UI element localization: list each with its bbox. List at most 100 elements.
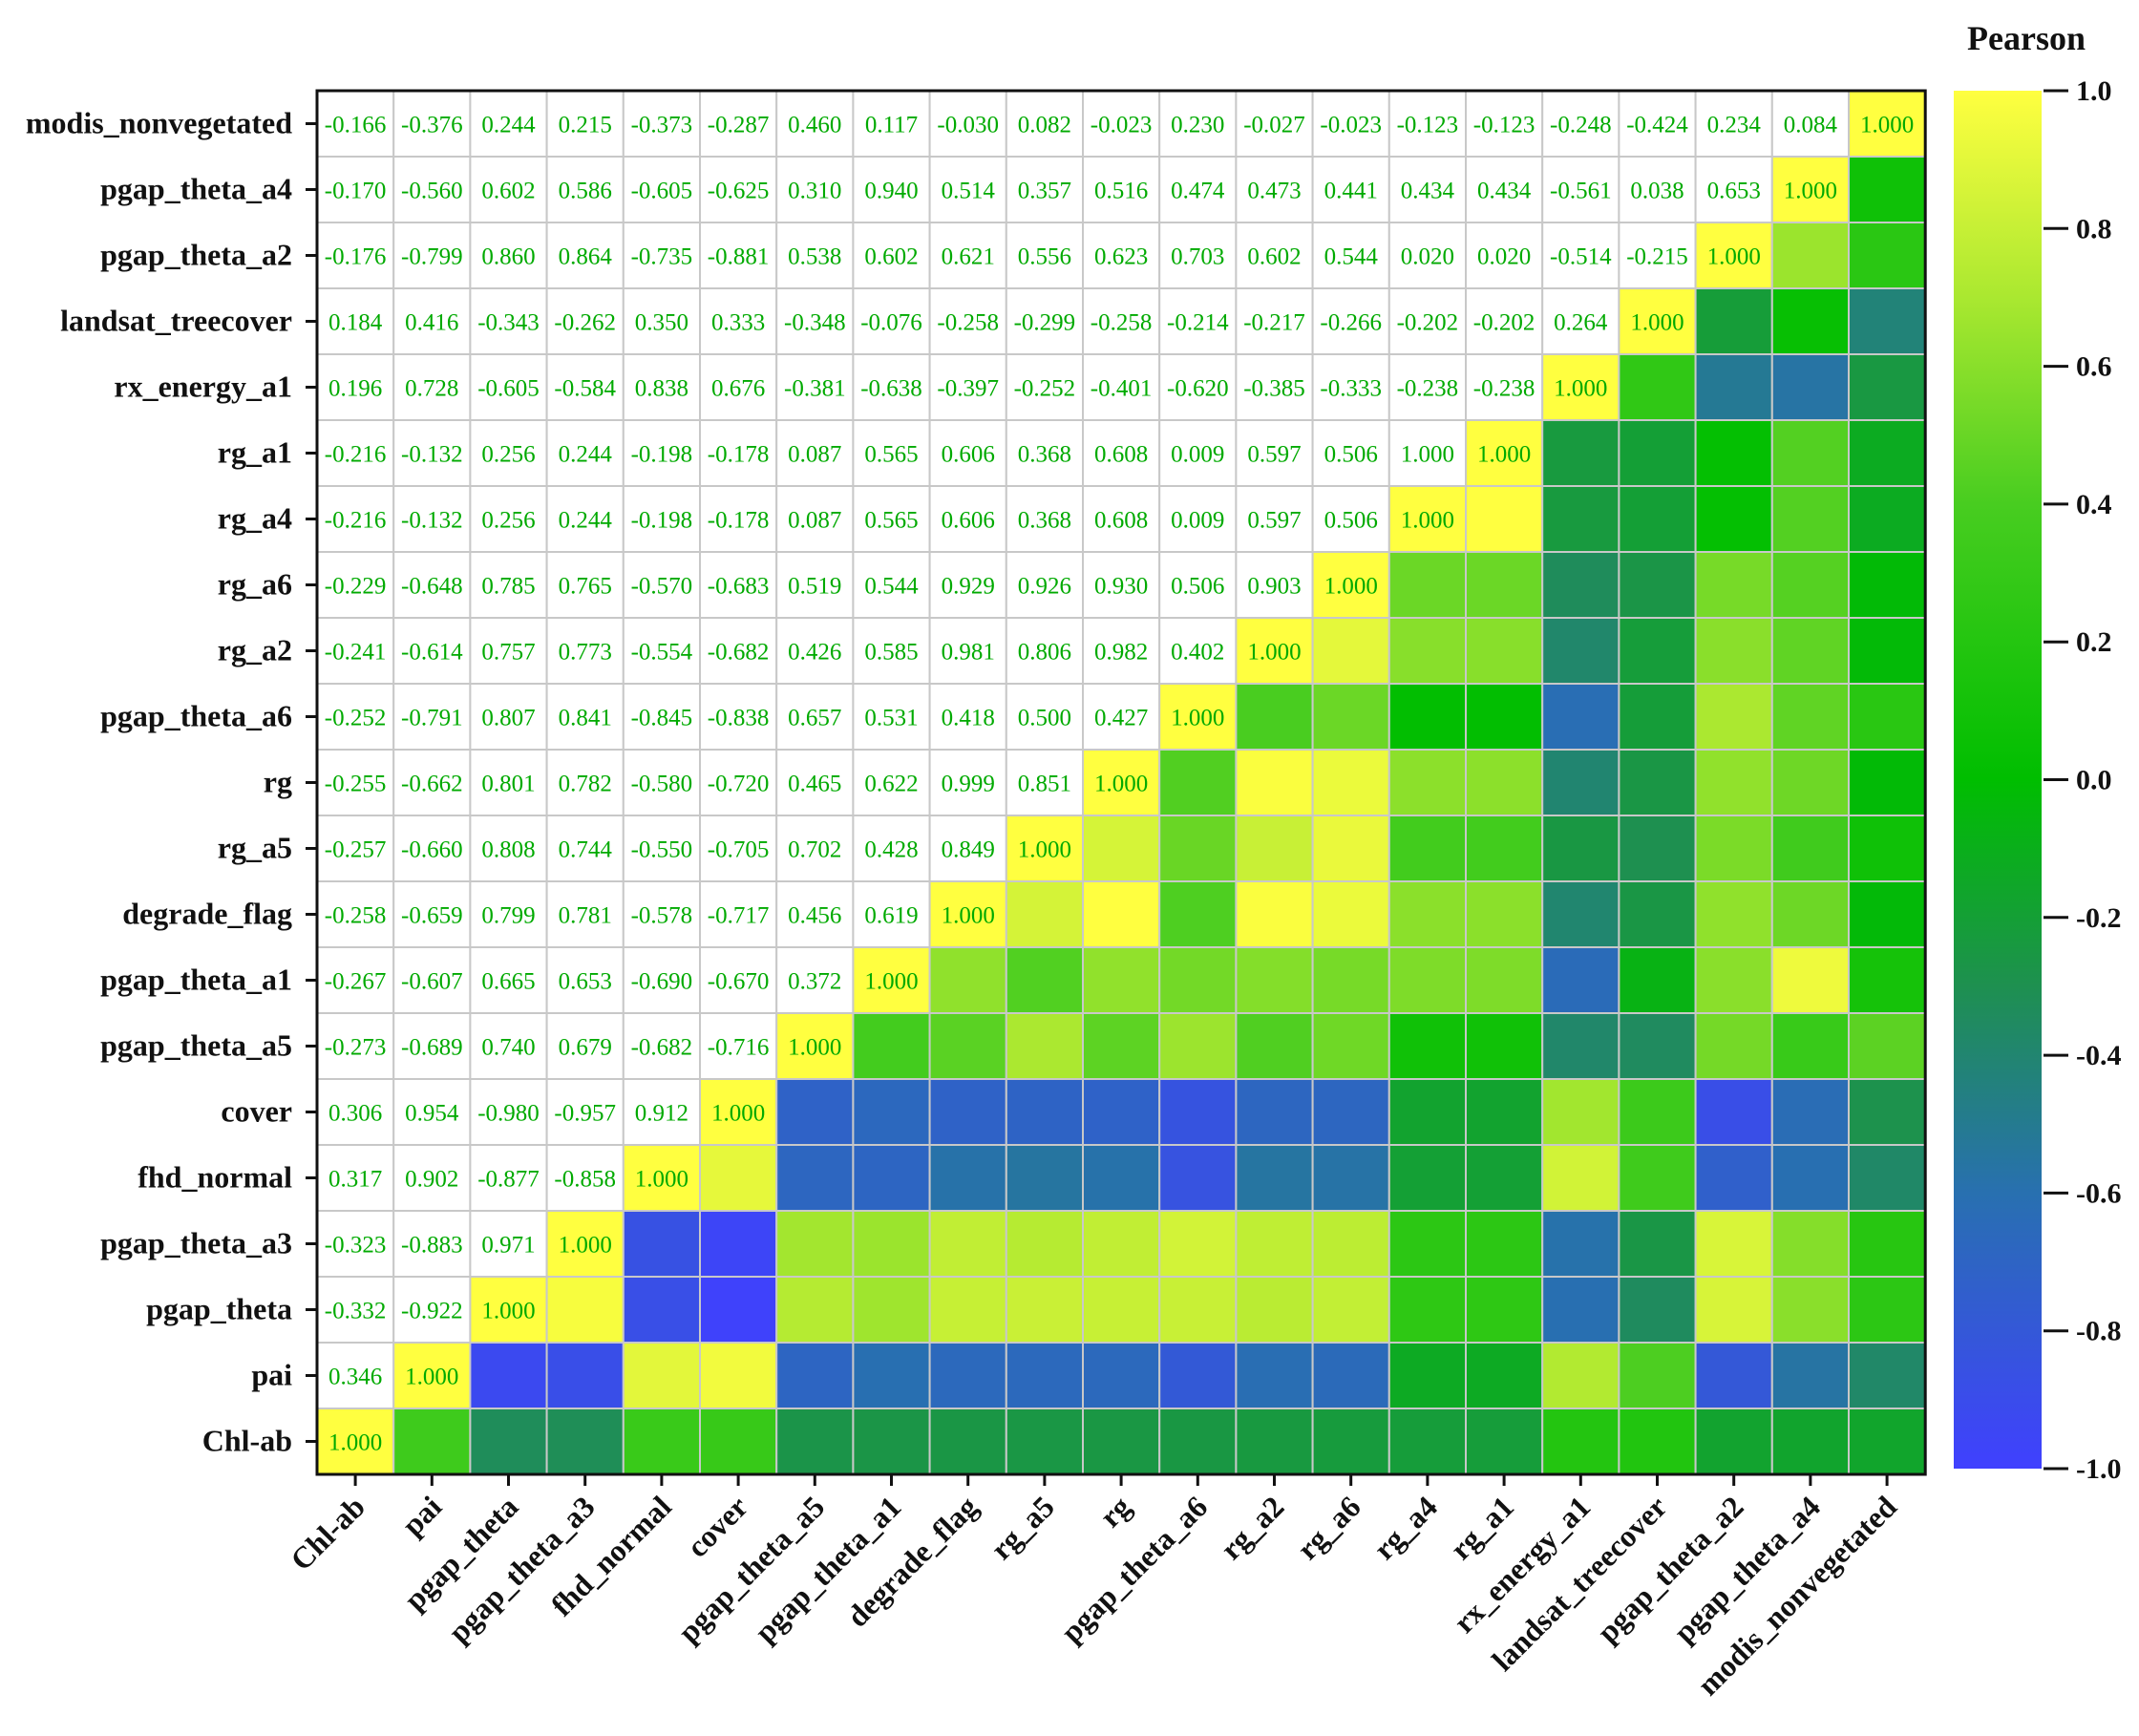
value-pgap-theta-a5-pgap-theta-a3: 0.679	[559, 1035, 612, 1061]
cell-rg-rg	[1082, 749, 1161, 816]
cell-modis-nonvegetated-pgap-theta-a5	[775, 90, 855, 158]
cell-pgap-theta-a5-modis-nonvegetated	[1848, 1012, 1927, 1080]
cell-rx-energy-a1-pgap-theta-a5	[775, 353, 855, 421]
value-degrade-flag-pgap-theta-a5: 0.456	[788, 903, 841, 929]
value-rg-a5-rg-a5: 1.000	[1018, 837, 1071, 863]
y-label-rg-a5: rg_a5	[218, 831, 292, 865]
value-pgap-theta-a2-degrade-flag: 0.621	[942, 244, 995, 270]
cell-rg-a6-cover	[699, 551, 778, 619]
cell-pgap-theta-a2-pgap-theta-a4	[1770, 222, 1851, 289]
cell-rg-a6-rg-a1	[1465, 551, 1544, 619]
cell-pgap-theta-a5-pgap-theta-a4	[1770, 1012, 1851, 1080]
value-rg-a2-chl-ab: -0.241	[325, 640, 387, 666]
value-modis-nonvegetated-landsat-treecover: -0.424	[1626, 113, 1688, 138]
cell-rx-energy-a1-pgap-theta-a6	[1158, 353, 1238, 421]
cell-rg-a4-pgap-theta	[469, 485, 548, 553]
cell-pgap-theta-a3-pgap-theta-a3	[545, 1210, 625, 1278]
cell-rg-a5-landsat-treecover	[1618, 815, 1697, 882]
y-label-modis-nonvegetated: modis_nonvegetated	[26, 106, 292, 140]
value-landsat-treecover-rx-energy-a1: 0.264	[1554, 310, 1608, 336]
value-rg-a1-pgap-theta: 0.256	[481, 442, 535, 468]
cell-pgap-theta-a2-cover	[699, 222, 778, 289]
cell-rg-a2-cover	[699, 617, 778, 685]
value-modis-nonvegetated-pgap-theta-a5: 0.460	[788, 113, 841, 138]
cell-landsat-treecover-pgap-theta-a4	[1770, 287, 1851, 355]
value-pgap-theta-a1-fhd-normal: -0.690	[631, 969, 693, 995]
value-rg-a2-degrade-flag: 0.981	[942, 640, 995, 666]
cell-rg-rg-a2	[1235, 749, 1314, 816]
value-modis-nonvegetated-rg-a6: -0.023	[1320, 113, 1382, 138]
value-pgap-theta-a4-degrade-flag: 0.514	[942, 179, 996, 204]
cell-rg-a5-pgap-theta-a4	[1770, 815, 1851, 882]
value-pgap-theta-a6-pgap-theta-a5: 0.657	[788, 706, 841, 731]
x-label-rg-a2: rg_a2	[1214, 1489, 1291, 1566]
value-pgap-theta-a1-chl-ab: -0.267	[325, 969, 387, 995]
cell-rg-a2-pgap-theta-a1	[852, 617, 931, 685]
cell-rg-a4-pai	[392, 485, 472, 553]
value-pgap-theta-pai: -0.922	[401, 1299, 463, 1324]
cell-degrade-flag-rg-a6	[1311, 880, 1390, 948]
cell-pgap-theta-a5-rg-a1	[1465, 1012, 1544, 1080]
cell-cover-rg-a2	[1235, 1078, 1314, 1146]
cell-rg-a6-rx-energy-a1	[1541, 551, 1620, 619]
cell-cover-pgap-theta-a1	[852, 1078, 931, 1146]
cell-pgap-theta-a4-rg-a5	[1005, 156, 1085, 223]
cell-pgap-theta-a1-rg-a1	[1465, 946, 1544, 1014]
value-rg-chl-ab: -0.255	[325, 772, 387, 797]
y-label-pgap-theta: pgap_theta	[146, 1292, 292, 1326]
value-rg-a2-pgap-theta: 0.757	[481, 640, 535, 666]
value-rg-a4-pgap-theta: 0.256	[481, 508, 535, 534]
cell-rg-a4-rx-energy-a1	[1541, 485, 1620, 553]
cell-pgap-theta-a6-pgap-theta-a3	[545, 683, 625, 751]
cell-pgap-theta-a2-pgap-theta-a2	[1694, 222, 1773, 289]
value-pgap-theta-a4-pgap-theta-a1: 0.940	[864, 179, 918, 204]
cell-fhd-normal-pgap-theta-a5	[775, 1144, 855, 1212]
value-pgap-theta-a4-rg-a4: 0.434	[1401, 179, 1455, 204]
colorbar-tick-label-1: 0.8	[2076, 213, 2112, 244]
cell-modis-nonvegetated-rg-a1	[1465, 90, 1544, 158]
value-rg-a6-rg-a2: 0.903	[1247, 574, 1301, 600]
value-pgap-theta-a1-pai: -0.607	[401, 969, 463, 995]
cell-pgap-theta-pgap-theta-a2	[1694, 1276, 1773, 1344]
cell-rx-energy-a1-rg-a6	[1311, 353, 1390, 421]
cell-fhd-normal-rx-energy-a1	[1541, 1144, 1620, 1212]
cell-pgap-theta-a5-rg-a2	[1235, 1012, 1314, 1080]
cell-rg-a2-pgap-theta-a5	[775, 617, 855, 685]
cell-rg-a2-landsat-treecover	[1618, 617, 1697, 685]
value-rg-pgap-theta-a3: 0.782	[559, 772, 612, 797]
value-fhd-normal-pai: 0.902	[405, 1167, 458, 1193]
value-rg-a5-fhd-normal: -0.550	[631, 837, 693, 863]
cell-pgap-theta-a3-pgap-theta-a4	[1770, 1210, 1851, 1278]
value-pgap-theta-a3-pgap-theta: 0.971	[481, 1233, 535, 1259]
value-pgap-theta-a4-pgap-theta-a3: 0.586	[559, 179, 612, 204]
x-label-rg-a4: rg_a4	[1366, 1489, 1444, 1566]
value-modis-nonvegetated-pgap-theta: 0.244	[481, 113, 536, 138]
cell-pgap-theta-a5-rg	[1082, 1012, 1161, 1080]
colorbar-tick-label-3: 0.4	[2076, 489, 2112, 520]
cell-chl-ab-degrade-flag	[928, 1408, 1007, 1475]
cell-fhd-normal-pgap-theta-a4	[1770, 1144, 1851, 1212]
cell-rx-energy-a1-cover	[699, 353, 778, 421]
value-pgap-theta-a2-cover: -0.881	[708, 244, 770, 270]
value-rg-degrade-flag: 0.999	[942, 772, 995, 797]
x-label-pai: pai	[395, 1489, 449, 1542]
value-rg-a6-pai: -0.648	[401, 574, 463, 600]
value-pgap-theta-a2-pgap-theta-a1: 0.602	[864, 244, 918, 270]
cell-rg-a5-modis-nonvegetated	[1848, 815, 1927, 882]
cell-rx-energy-a1-pgap-theta-a2	[1694, 353, 1773, 421]
cell-cover-pgap-theta-a6	[1158, 1078, 1238, 1146]
value-pgap-theta-a4-pgap-theta-a2: 0.653	[1707, 179, 1761, 204]
value-rg-a5-degrade-flag: 0.849	[942, 837, 995, 863]
cell-chl-ab-pgap-theta-a6	[1158, 1408, 1238, 1475]
value-landsat-treecover-fhd-normal: 0.350	[635, 310, 688, 336]
cell-pgap-theta-a4-pgap-theta-a6	[1158, 156, 1238, 223]
value-rg-cover: -0.720	[708, 772, 770, 797]
value-pgap-theta-a3-pgap-theta-a3: 1.000	[559, 1233, 612, 1259]
value-pgap-theta-a4-rg-a5: 0.357	[1018, 179, 1071, 204]
cell-pgap-theta-a6-modis-nonvegetated	[1848, 683, 1927, 751]
value-rx-energy-a1-pgap-theta-a1: -0.638	[860, 376, 922, 402]
cell-rg-a4-rg-a1	[1465, 485, 1544, 553]
cell-pgap-theta-a1-pgap-theta-a1	[852, 946, 931, 1014]
value-rx-energy-a1-rg-a2: -0.385	[1243, 376, 1305, 402]
cell-degrade-flag-rx-energy-a1	[1541, 880, 1620, 948]
